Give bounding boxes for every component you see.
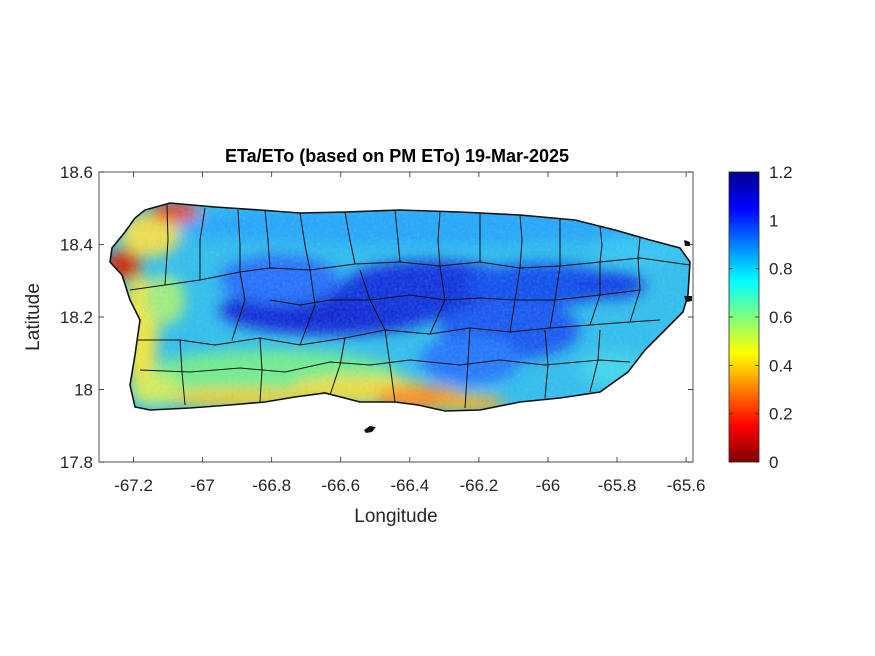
municipality-borders bbox=[129, 204, 690, 409]
x-tick-label: -67 bbox=[190, 476, 215, 495]
x-tick-label: -65.6 bbox=[667, 476, 706, 495]
islet bbox=[364, 426, 376, 433]
x-tick-label: -66.2 bbox=[460, 476, 499, 495]
eta-eto-heatmap bbox=[110, 203, 690, 411]
colorbar-tick-label: 0.4 bbox=[769, 356, 793, 375]
y-tick-label: 17.8 bbox=[60, 453, 93, 472]
y-axis-label: Latitude bbox=[23, 283, 44, 351]
colorbar-tick-label: 1.2 bbox=[769, 163, 793, 182]
chart-title: ETa/ETo (based on PM ETo) 19-Mar-2025 bbox=[225, 146, 569, 166]
colorbar bbox=[728, 171, 760, 463]
colorbar-ticks: 1.2 1 0.8 0.6 0.4 0.2 0 bbox=[729, 163, 793, 472]
colorbar-tick-label: 0.2 bbox=[769, 405, 793, 424]
x-tick-label: -66.4 bbox=[390, 476, 429, 495]
y-tick-label: 18 bbox=[74, 381, 93, 400]
y-axis-ticks: 18.6 18.4 18.2 18 17.8 bbox=[60, 163, 693, 472]
colorbar-tick-label: 0 bbox=[769, 453, 778, 472]
x-axis-ticks: -67.2 -67 -66.8 -66.6 -66.4 -66.2 -66 -65.8 -65.… bbox=[114, 172, 705, 495]
colorbar-tick-label: 0.8 bbox=[769, 260, 793, 279]
x-tick-label: -65.8 bbox=[598, 476, 637, 495]
x-tick-label: -66.6 bbox=[321, 476, 360, 495]
y-tick-label: 18.6 bbox=[60, 163, 93, 182]
y-tick-label: 18.2 bbox=[60, 308, 93, 327]
y-tick-label: 18.4 bbox=[60, 236, 93, 255]
colorbar-tick-label: 0.6 bbox=[769, 308, 793, 327]
colorbar-tick-label: 1 bbox=[769, 211, 778, 230]
x-tick-label: -67.2 bbox=[114, 476, 153, 495]
x-tick-label: -66 bbox=[536, 476, 561, 495]
x-axis-label: Longitude bbox=[354, 506, 437, 527]
islet bbox=[684, 296, 692, 302]
x-tick-label: -66.8 bbox=[252, 476, 291, 495]
